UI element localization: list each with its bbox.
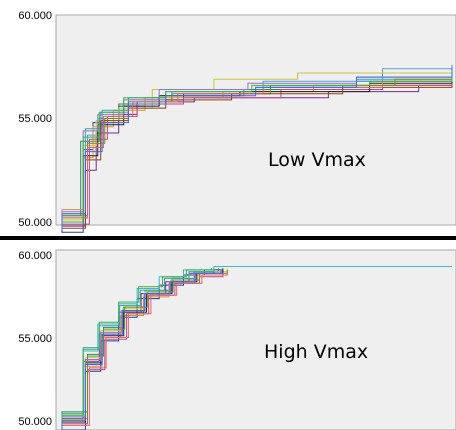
series-line-0-12 xyxy=(61,79,453,230)
ytick-label-high-max: 60.000 xyxy=(18,250,52,262)
panel-label-low-vmax: Low Vmax xyxy=(268,149,366,171)
ytick-label-high-mid: 55.000 xyxy=(18,333,52,345)
plot-area-high-vmax xyxy=(55,249,456,430)
ytick-label-low-max: 60.000 xyxy=(18,10,52,22)
ytick-label-low-min: 50.000 xyxy=(18,217,52,229)
series-line-0-13 xyxy=(61,79,453,230)
plot-area-low-vmax xyxy=(55,14,456,226)
chart-low-vmax: 60.000 55.000 50.000 Low Vmax xyxy=(18,10,456,233)
series-layer-high-vmax xyxy=(61,266,452,430)
series-line-0-14 xyxy=(61,66,453,230)
ytick-label-high-min: 50.000 xyxy=(18,416,52,428)
series-line-1-12 xyxy=(61,268,212,430)
series-line-1-13 xyxy=(61,269,223,430)
series-line-1-9 xyxy=(61,269,228,430)
chart-high-vmax: 60.000 55.000 50.000 High Vmax xyxy=(18,249,456,430)
series-line-1-11 xyxy=(61,271,228,430)
panel-label-high-vmax: High Vmax xyxy=(264,341,368,363)
panel-divider xyxy=(0,236,456,240)
ytick-label-low-mid: 55.000 xyxy=(18,113,52,125)
series-layer-low-vmax xyxy=(61,64,453,233)
